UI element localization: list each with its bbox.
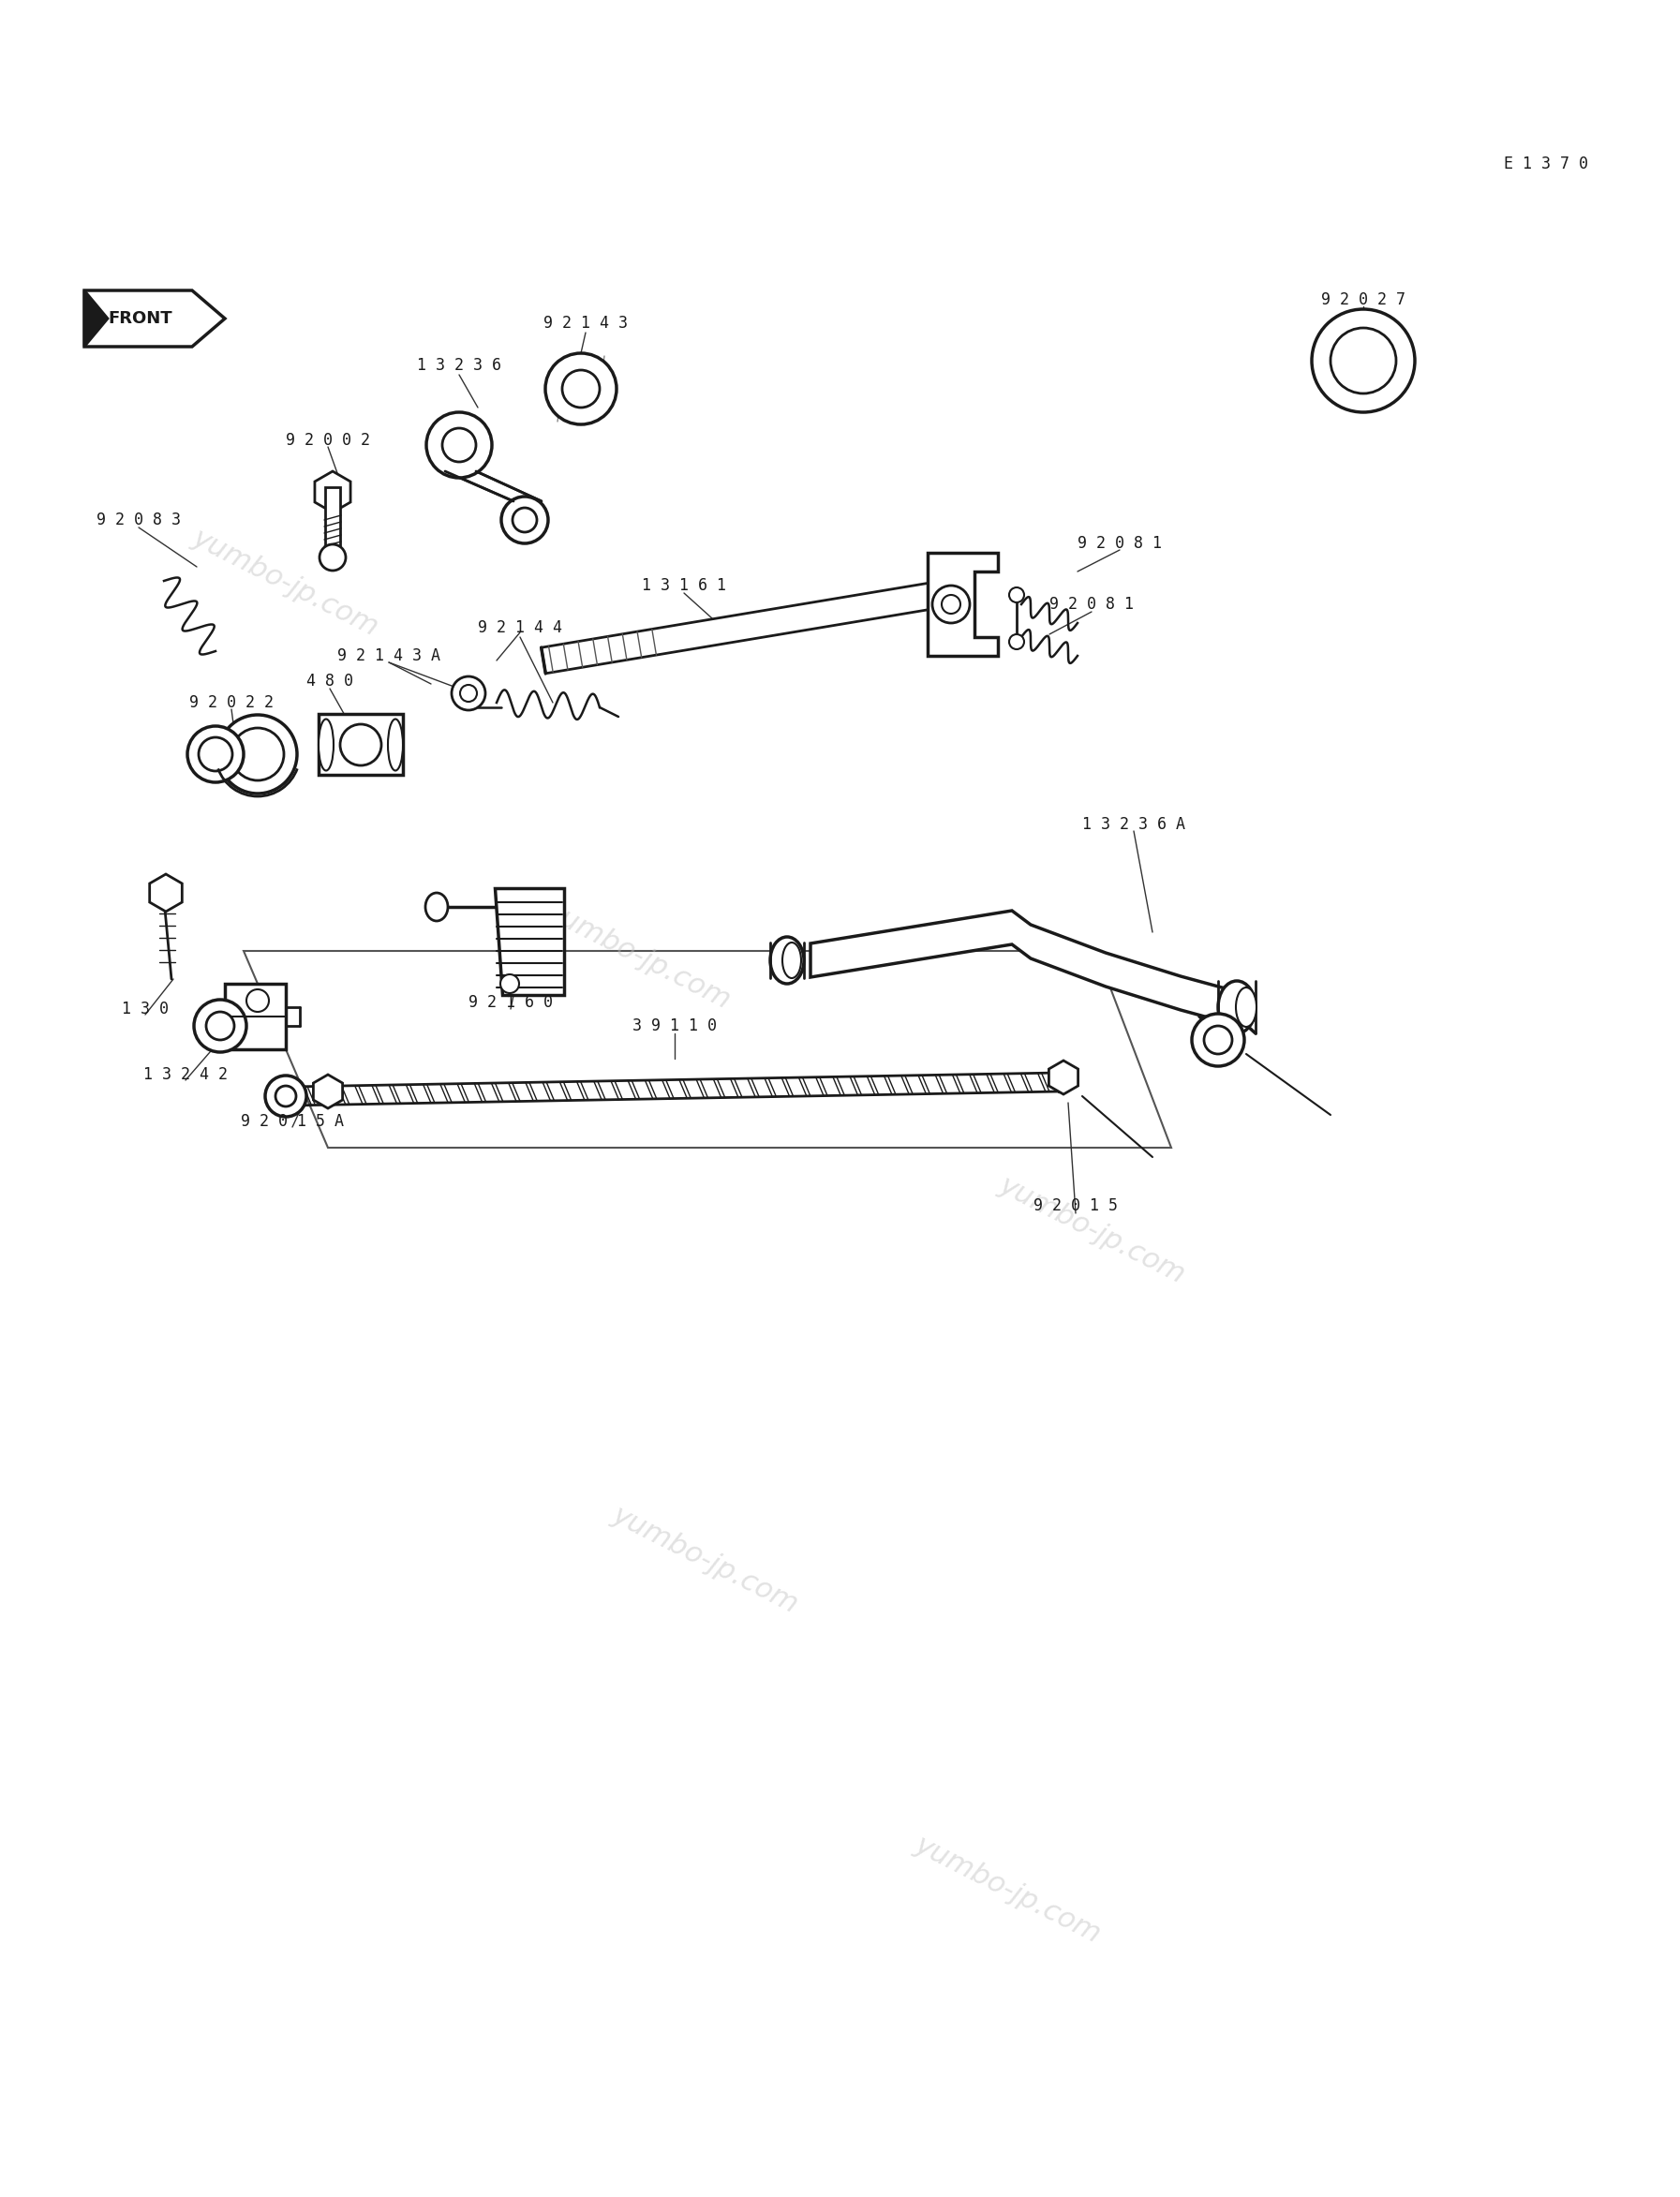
Circle shape [276,1085,296,1107]
Circle shape [501,973,519,993]
Circle shape [512,508,538,532]
Bar [326,488,339,554]
Ellipse shape [769,936,805,984]
Circle shape [193,1000,247,1052]
Text: 9 2 1 4 3: 9 2 1 4 3 [543,314,628,332]
Circle shape [1331,327,1396,393]
Circle shape [442,428,475,461]
Polygon shape [314,1074,343,1107]
Circle shape [1312,310,1415,413]
Text: E 1 3 7 0: E 1 3 7 0 [1504,156,1588,171]
Text: 3 9 1 1 0: 3 9 1 1 0 [632,1017,717,1035]
Polygon shape [541,582,939,674]
Polygon shape [810,910,1231,1024]
Polygon shape [84,290,225,347]
Text: 9 2 1 4 3 A: 9 2 1 4 3 A [338,648,440,663]
Circle shape [218,714,297,793]
Polygon shape [314,470,351,512]
Ellipse shape [388,718,403,771]
Circle shape [339,725,381,765]
Text: yumbo-jp.com: yumbo-jp.com [188,523,383,642]
Circle shape [207,1013,234,1039]
Text: yumbo-jp.com: yumbo-jp.com [911,1830,1105,1949]
Circle shape [198,738,232,771]
Polygon shape [1048,1061,1079,1094]
Polygon shape [445,470,541,501]
Text: FRONT: FRONT [109,310,173,327]
Circle shape [1010,587,1025,602]
Polygon shape [494,888,564,995]
Text: 4 8 0: 4 8 0 [306,672,353,690]
Text: 9 2 0 8 1: 9 2 0 8 1 [1050,595,1134,613]
Polygon shape [225,984,286,1050]
Text: yumbo-jp.com: yumbo-jp.com [995,1171,1189,1290]
Text: 1 3 1 6 1: 1 3 1 6 1 [642,578,726,593]
Text: 1 3 2 4 2: 1 3 2 4 2 [143,1066,228,1083]
Circle shape [427,413,492,477]
Polygon shape [927,554,998,657]
Text: 9 2 1 4 4: 9 2 1 4 4 [477,620,563,637]
Ellipse shape [783,943,801,978]
Circle shape [932,587,969,624]
Text: 9 2 0 1 5: 9 2 0 1 5 [1033,1197,1117,1215]
Polygon shape [244,951,1171,1147]
Ellipse shape [425,892,449,921]
Ellipse shape [1236,986,1257,1026]
Polygon shape [84,290,108,347]
Circle shape [546,354,617,424]
Text: 9 2 0 0 2: 9 2 0 0 2 [286,433,370,448]
Text: 9 2 0 1 5 A: 9 2 0 1 5 A [240,1114,344,1129]
Text: 9 2 0 8 1: 9 2 0 8 1 [1077,534,1163,551]
Ellipse shape [319,718,334,771]
Circle shape [247,989,269,1013]
Bar [319,714,403,776]
Text: 9 2 1 6 0: 9 2 1 6 0 [469,993,553,1011]
Text: 9 2 0 8 3: 9 2 0 8 3 [96,512,181,529]
Circle shape [1205,1026,1231,1055]
Text: 1 3 0: 1 3 0 [123,1000,168,1017]
Text: yumbo-jp.com: yumbo-jp.com [608,1501,803,1619]
Circle shape [1010,635,1025,650]
Polygon shape [150,874,181,912]
Circle shape [942,595,961,613]
Circle shape [1191,1013,1245,1066]
Circle shape [563,369,600,409]
Text: 1 3 2 3 6: 1 3 2 3 6 [417,356,501,373]
Text: 9 2 0 2 7: 9 2 0 2 7 [1320,292,1406,308]
Circle shape [188,725,244,782]
Circle shape [232,727,284,780]
Circle shape [501,497,548,543]
Circle shape [460,685,477,701]
Circle shape [452,677,486,710]
Text: 1 3 2 3 6 A: 1 3 2 3 6 A [1082,815,1186,833]
Circle shape [265,1077,306,1116]
Text: yumbo-jp.com: yumbo-jp.com [541,896,736,1015]
Ellipse shape [1218,980,1255,1033]
Circle shape [319,545,346,571]
Text: 9 2 0 2 2: 9 2 0 2 2 [190,694,274,712]
